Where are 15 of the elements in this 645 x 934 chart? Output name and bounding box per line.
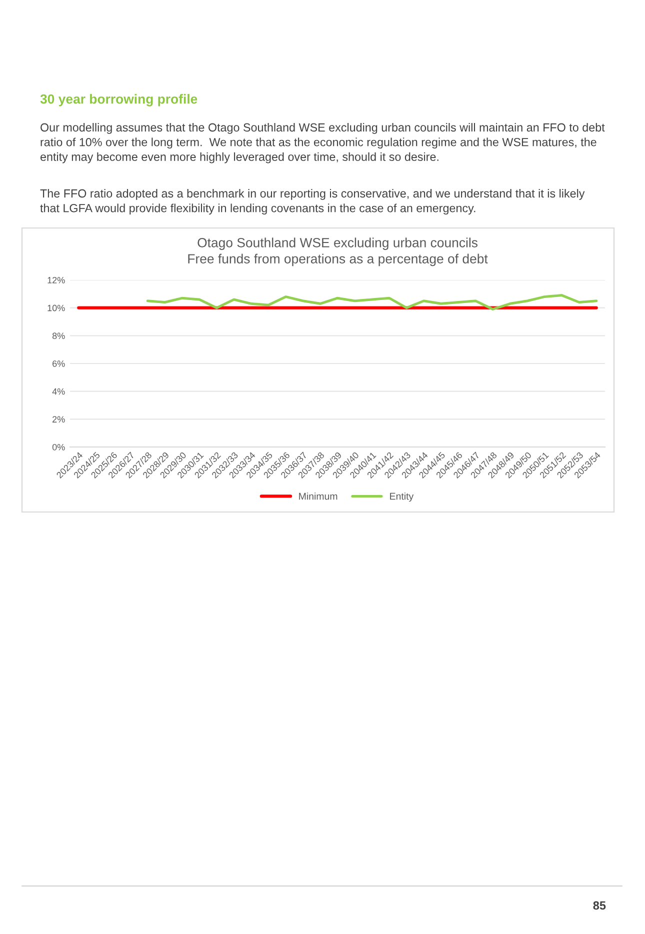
legend-label: Entity: [390, 492, 414, 502]
y-tick-label: 4%: [52, 388, 65, 395]
line-series: [146, 294, 598, 310]
y-tick-label: 10%: [48, 304, 65, 312]
text: 85: [593, 901, 606, 910]
y-tick-label: 0%: [52, 444, 65, 450]
legend-label: Minimum: [299, 492, 338, 500]
chart-title: Otago Southland WSE excluding urban councils Free funds from operations as a percentage of debt: [188, 238, 488, 266]
y-tick-label: 6%: [52, 360, 65, 367]
text: Our modelling assumes that the Otago Southland WSE excluding urban councils will maintain an FFO to debt ratio of 10% over the long term. We note that as the economic regulation regime and the WSE matures, the entity may become even more highly leveraged over time, should it so desire.: [40, 123, 605, 164]
y-tick-label: 2%: [52, 416, 65, 422]
y-tick-label: 12%: [48, 276, 65, 284]
text: The FFO ratio adopted as a benchmark in our reporting is conservative, and we understand that it is likely that LGFA would provide flexibility in lending covenants in the case of an emergency.: [40, 189, 585, 215]
y-tick-label: 8%: [52, 332, 65, 340]
text: 30 year borrowing profile: [40, 94, 198, 106]
